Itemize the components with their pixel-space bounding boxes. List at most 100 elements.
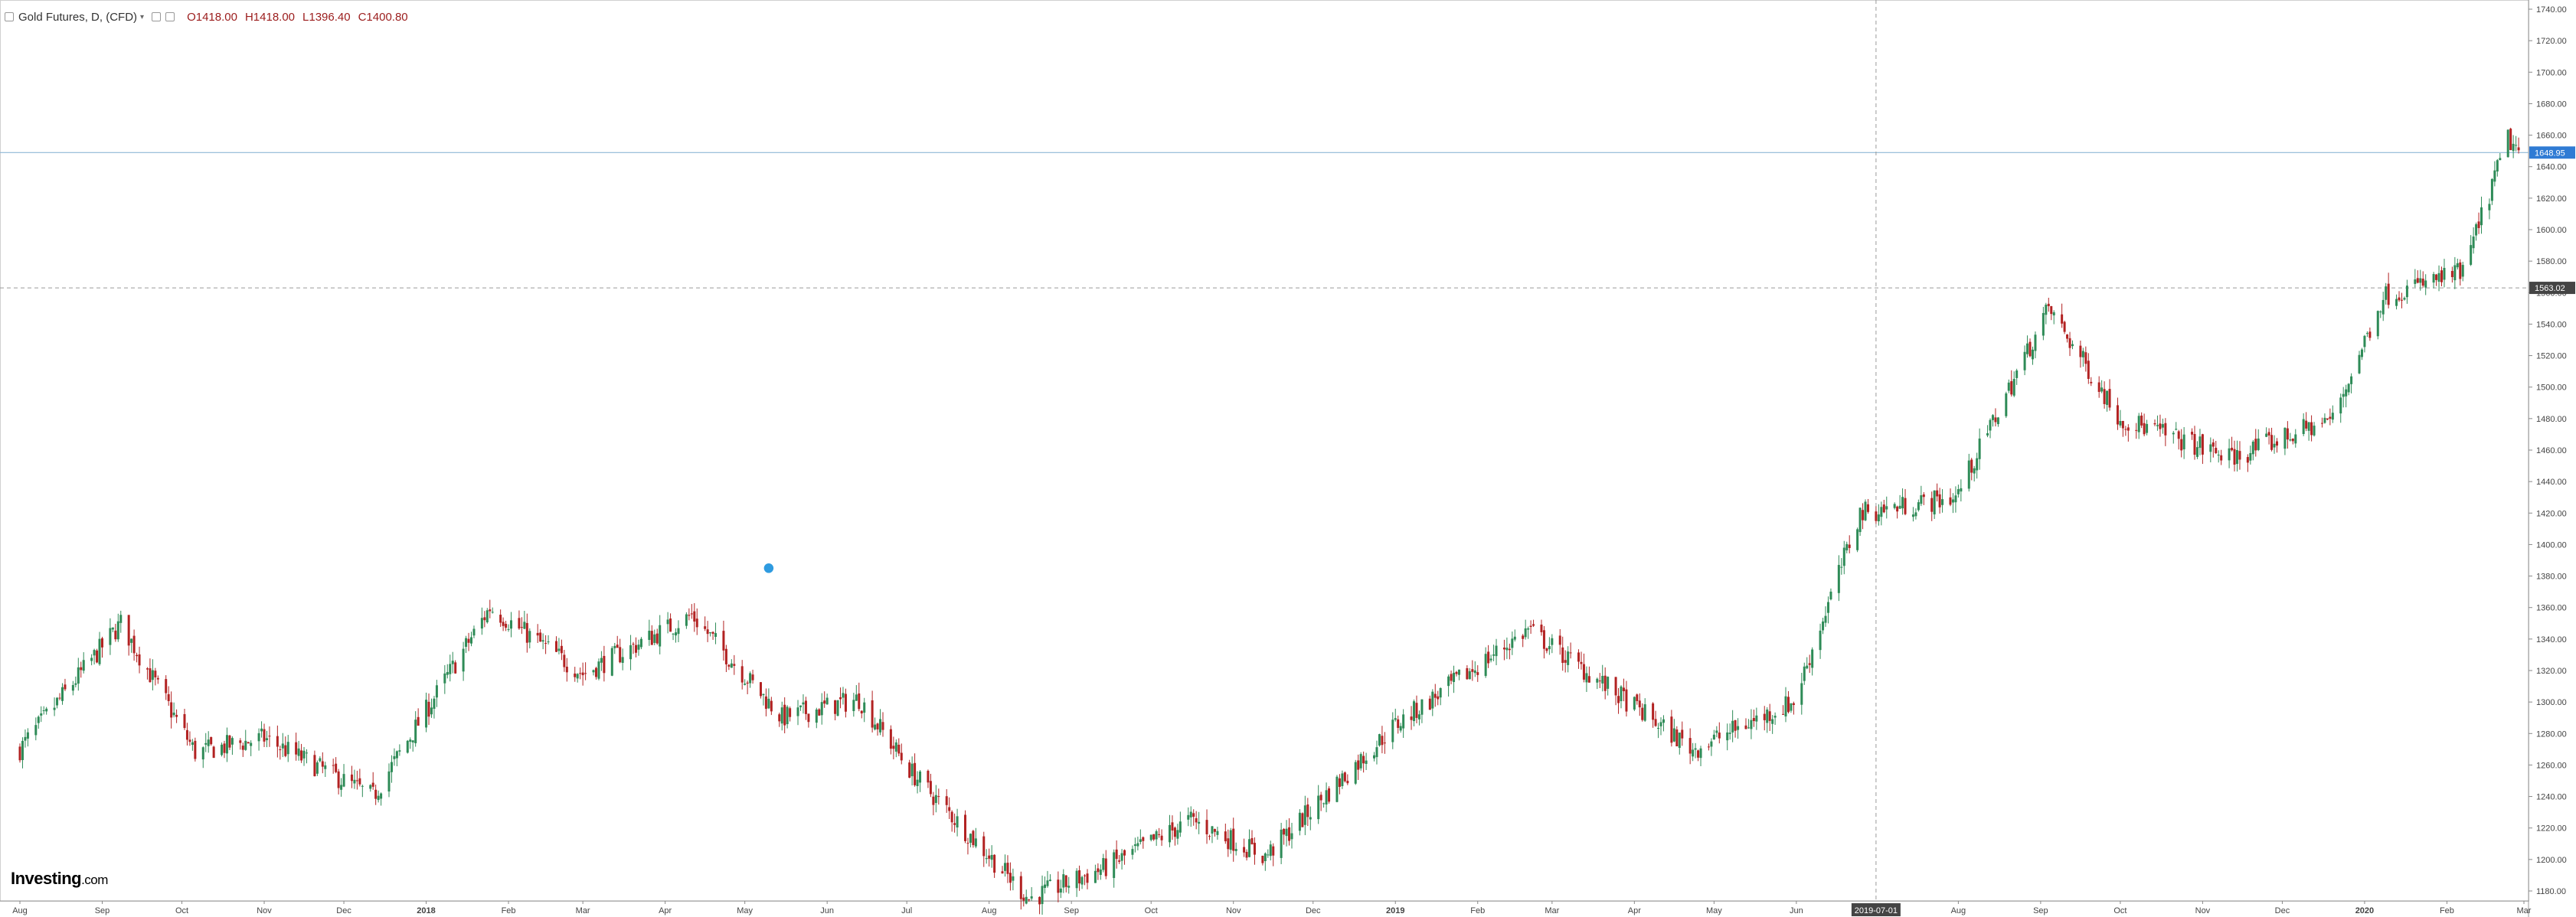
candle-body (1542, 630, 1545, 649)
candle-body (1527, 628, 1530, 630)
candle-body (2193, 434, 2196, 455)
price-tick-label: 1240.00 (2536, 793, 2567, 802)
candle-body (201, 747, 204, 760)
candle-body (1551, 638, 1554, 645)
candle-body (1513, 636, 1516, 640)
candle-body (297, 748, 300, 756)
candle-body (1216, 831, 1219, 835)
candle-body (116, 621, 119, 640)
candle-body (1062, 874, 1065, 888)
candle-body (1152, 834, 1156, 840)
candle-body (1784, 696, 1787, 716)
candle-body (1298, 812, 1301, 831)
candle-body (1978, 438, 1981, 459)
candle-body (1328, 788, 1331, 802)
candle-body (860, 710, 863, 714)
candle-body (2450, 270, 2453, 278)
candle-body (600, 658, 603, 663)
candle-body (2068, 338, 2071, 348)
candle-body (1540, 625, 1543, 632)
candle-body (834, 700, 837, 714)
time-tick-label: Dec (336, 906, 351, 915)
candle-body (225, 735, 228, 754)
candle-body (1787, 697, 1790, 713)
candle-body (194, 740, 197, 759)
candle-body (119, 615, 123, 623)
collapse-toggle[interactable] (5, 12, 14, 21)
candle-body (2124, 429, 2127, 430)
candle-body (156, 677, 159, 680)
candle-body (1858, 507, 1862, 533)
candle-body (2493, 170, 2496, 182)
visibility-toggle[interactable] (165, 12, 175, 21)
candle-body (1734, 720, 1737, 731)
candle-body (1365, 760, 1368, 765)
candle-body (1688, 738, 1692, 754)
candle-body (927, 770, 930, 783)
candle-body (465, 638, 468, 648)
candle-body (714, 633, 718, 637)
candle-body (1136, 843, 1139, 847)
candle-body (2456, 263, 2459, 268)
candle-body (2233, 449, 2236, 465)
candle-body (541, 640, 544, 642)
candle-body (1243, 847, 1246, 853)
candle-body (377, 795, 380, 801)
time-tick-label: Sep (95, 906, 110, 915)
candle-body (451, 661, 454, 664)
candle-body (1672, 728, 1675, 742)
candle-body (1607, 677, 1610, 689)
candle-body (796, 707, 799, 716)
candle-body (1205, 820, 1208, 834)
candle-body (1437, 696, 1440, 700)
candle-body (1041, 886, 1044, 905)
candle-body (1837, 565, 1840, 593)
candle-body (1492, 654, 1496, 656)
time-tick-label: Oct (2113, 906, 2127, 915)
candle-body (210, 736, 213, 745)
candle-body (1341, 773, 1344, 786)
time-tick-label: Aug (12, 906, 28, 915)
candle-body (1622, 687, 1625, 691)
candle-body (1994, 417, 1997, 423)
candle-body (1973, 468, 1976, 474)
candle-body (1173, 827, 1176, 837)
candle-body (342, 774, 345, 787)
candle-body (1099, 870, 1102, 876)
candle-body (1585, 673, 1588, 683)
candle-body (1933, 490, 1936, 515)
candle-body (1755, 715, 1758, 722)
candle-body (1391, 720, 1394, 742)
candle-body (467, 638, 470, 643)
candle-body (149, 668, 152, 683)
candle-body (21, 740, 24, 760)
candle-body (2026, 343, 2029, 354)
price-tick-label: 1580.00 (2536, 257, 2567, 266)
time-tick-label: Jul (901, 906, 912, 915)
candle-body (281, 743, 284, 749)
candle-body (985, 858, 988, 860)
candle-body (1229, 830, 1232, 850)
chevron-down-icon[interactable]: ▾ (140, 12, 145, 21)
candle-body (1059, 888, 1062, 893)
time-tick-label: Aug (1951, 906, 1966, 915)
candle-body (2506, 129, 2509, 158)
candle-body (815, 709, 818, 723)
candle-body (1232, 828, 1235, 851)
candle-body (2238, 451, 2241, 460)
candle-body (80, 667, 83, 671)
candle-body (2231, 447, 2234, 451)
candle-body (897, 744, 901, 754)
candle-body (528, 631, 531, 643)
candle-body (807, 713, 810, 723)
candle-body (353, 779, 356, 784)
candle-body (539, 632, 542, 642)
candle-body (1142, 837, 1145, 841)
last-price-label: 1648.95 (2535, 148, 2565, 158)
candle-body (2042, 312, 2045, 336)
candle-body (2358, 354, 2361, 374)
settings-toggle[interactable] (152, 12, 162, 21)
candle-body (2419, 278, 2422, 283)
price-tick-label: 1480.00 (2536, 415, 2567, 424)
